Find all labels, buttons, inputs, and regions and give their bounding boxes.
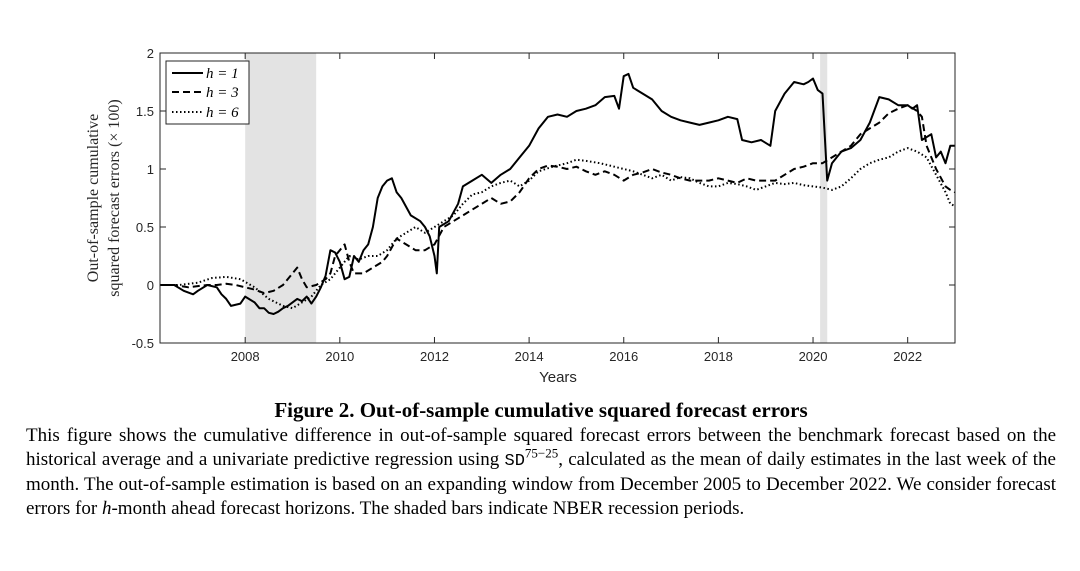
series-line-h1 xyxy=(160,72,955,315)
caption-part1: This figure shows the cumulative differe… xyxy=(26,425,1056,470)
cumulative-forecast-error-chart: 2008 2010 2012 2014 2016 2018 2020 2022 -0.5 0 0.5… xyxy=(85,46,956,386)
recession-shading-group xyxy=(245,53,828,343)
y-tick-label: 2 xyxy=(147,46,154,61)
sd-symbol: SD xyxy=(504,451,525,471)
x-tick-label: 2010 xyxy=(325,349,354,364)
x-axis-label: Years xyxy=(539,369,577,386)
x-tick-label: 2016 xyxy=(609,349,638,364)
legend-box xyxy=(165,60,250,125)
y-axis-label-line2: squared forecast errors (× 100) xyxy=(106,99,123,296)
figure-caption: Figure 2. Out-of-sample cumulative squar… xyxy=(26,398,1056,520)
x-tick-label: 2022 xyxy=(893,349,922,364)
x-tick-label: 2020 xyxy=(799,349,828,364)
figure-title: Figure 2. Out-of-sample cumulative squar… xyxy=(274,398,808,422)
recession-bar-1 xyxy=(820,53,828,343)
x-tick-label: 2008 xyxy=(231,349,260,364)
legend: h = 1 h = 3 h = 6 xyxy=(165,60,250,125)
h-symbol: h xyxy=(101,497,112,519)
caption-part2: , calculated as the mean of daily estima… xyxy=(26,448,1056,519)
y-axis-label-line1: Out-of-sample cumulative xyxy=(85,114,102,282)
y-tick-label: 1 xyxy=(147,162,154,177)
y-tick-label: -0.5 xyxy=(132,336,154,351)
series-line-h3 xyxy=(160,104,956,295)
plot-frame xyxy=(159,52,956,344)
recession-bar-0 xyxy=(245,53,317,343)
legend-label-h1: h = 1 xyxy=(206,66,239,82)
x-tick-label: 2014 xyxy=(515,349,544,364)
legend-label-h6: h = 6 xyxy=(206,105,239,121)
sd-superscript: 75−25 xyxy=(524,445,559,461)
caption-part3: -month ahead forecast horizons. The shad… xyxy=(111,497,745,519)
y-tick-label: 0 xyxy=(147,278,154,293)
x-tick-label: 2012 xyxy=(420,349,449,364)
series-lines-group xyxy=(160,72,956,315)
legend-label-h3: h = 3 xyxy=(206,85,239,101)
x-tick-label: 2018 xyxy=(704,349,733,364)
caption-text: This figure shows the cumulative differe… xyxy=(26,424,1056,520)
y-tick-label: 0.5 xyxy=(136,220,154,235)
y-tick-label: 1.5 xyxy=(136,104,154,119)
axis-ticks-group: 2008 2010 2012 2014 2016 2018 2020 2022 -0.5 0 0.5… xyxy=(132,46,955,364)
